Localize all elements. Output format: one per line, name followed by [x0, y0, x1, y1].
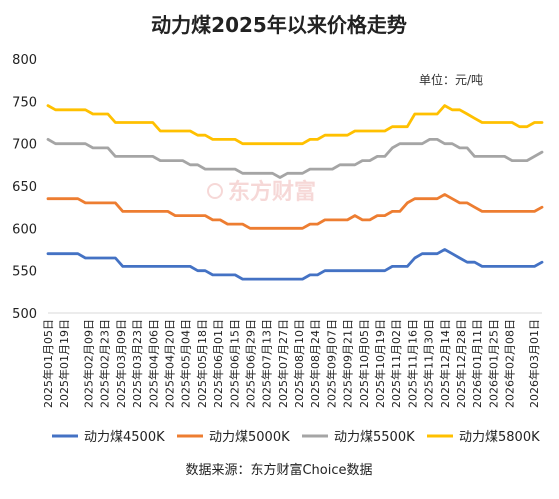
- x-tick-label: 2025年09月07日: [324, 319, 338, 408]
- series-line: [46, 104, 544, 146]
- x-tick-label: 2026年02月08日: [503, 319, 517, 408]
- x-tick-label: 2025年02月09日: [81, 319, 95, 408]
- x-tick-label: 2025年07月13日: [260, 319, 274, 408]
- legend: 动力煤4500K 动力煤5000K 动力煤5500K 动力煤5800K: [52, 430, 540, 445]
- x-tick-label: 2025年09月21日: [341, 319, 355, 408]
- x-tick-label: 2025年12月14日: [438, 319, 452, 408]
- watermark: 东方财富: [207, 179, 316, 205]
- legend-label: 动力煤5000K: [209, 430, 290, 445]
- x-tick-label: 2025年02月23日: [98, 319, 112, 408]
- x-tick-label: 2026年01月25日: [486, 319, 500, 408]
- x-axis: 2025年01月05日 2025年01月19日 2025年02月09日 2025年02…: [41, 312, 542, 408]
- series-line: [46, 137, 544, 179]
- legend-label: 动力煤5800K: [459, 430, 540, 445]
- unit-label: 单位：元/吨: [419, 72, 483, 87]
- chart-title: 动力煤2025年以来价格走势: [151, 13, 407, 37]
- x-tick-label: 2025年11月30日: [422, 319, 436, 408]
- legend-label: 动力煤5500K: [334, 430, 415, 445]
- x-tick-label: 2025年11月16日: [405, 319, 419, 408]
- x-tick-label: 2025年12月28日: [454, 319, 468, 408]
- source-note: 数据来源：东方财富Choice数据: [185, 462, 372, 478]
- x-tick-label: 2025年06月01日: [211, 319, 225, 408]
- x-tick-label: 2025年06月15日: [227, 319, 241, 408]
- y-tick-label: 650: [12, 180, 37, 195]
- x-tick-label: 2025年01月05日: [41, 319, 55, 408]
- x-tick-label: 2025年08月24日: [308, 319, 322, 408]
- x-tick-label: 2025年08月10日: [292, 319, 306, 408]
- y-tick-label: 550: [12, 265, 37, 280]
- x-tick-label: 2025年10月19日: [373, 319, 387, 408]
- series-lines: [46, 104, 544, 281]
- x-tick-label: 2025年03月23日: [130, 319, 144, 408]
- watermark-logo-icon: [207, 183, 223, 199]
- y-tick-label: 700: [12, 138, 37, 153]
- y-tick-label: 500: [12, 307, 37, 322]
- x-tick-label: 2026年01月11日: [470, 319, 484, 408]
- x-tick-label: 2025年11月02日: [389, 319, 403, 408]
- series-line: [46, 193, 544, 230]
- x-tick-label: 2025年04月06日: [146, 319, 160, 408]
- series-line: [46, 248, 544, 281]
- legend-label: 动力煤4500K: [84, 430, 165, 445]
- x-tick-label: 2026年03月01日: [527, 319, 541, 408]
- y-axis: 500 550 600 650 700 750 800: [12, 53, 37, 322]
- x-tick-label: 2025年01月19日: [57, 319, 71, 408]
- y-tick-label: 750: [12, 95, 37, 110]
- watermark-text: 东方财富: [228, 179, 316, 205]
- x-tick-label: 2025年04月20日: [162, 319, 176, 408]
- x-tick-label: 2025年10月05日: [357, 319, 371, 408]
- x-tick-label: 2025年03月09日: [114, 319, 128, 408]
- x-tick-label: 2025年06月29日: [243, 319, 257, 408]
- x-tick-label: 2025年05月04日: [179, 319, 193, 408]
- y-tick-label: 800: [12, 53, 37, 68]
- x-tick-label: 2025年05月18日: [195, 319, 209, 408]
- y-tick-label: 600: [12, 222, 37, 237]
- x-tick-label: 2025年07月27日: [276, 319, 290, 408]
